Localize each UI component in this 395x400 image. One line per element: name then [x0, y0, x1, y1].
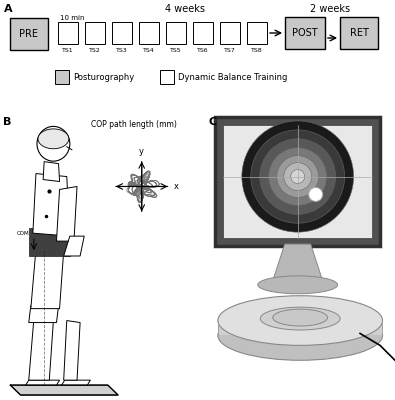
Ellipse shape: [37, 126, 70, 161]
Ellipse shape: [218, 311, 382, 360]
Circle shape: [269, 148, 327, 205]
Polygon shape: [31, 249, 64, 309]
Circle shape: [260, 139, 336, 214]
Polygon shape: [64, 320, 80, 380]
Ellipse shape: [260, 307, 340, 330]
FancyBboxPatch shape: [340, 17, 378, 49]
Text: C: C: [209, 117, 216, 127]
Text: PRE: PRE: [19, 29, 38, 39]
Text: TS2: TS2: [89, 48, 101, 53]
Polygon shape: [29, 306, 58, 322]
Text: y: y: [139, 147, 144, 156]
Text: TS3: TS3: [116, 48, 128, 53]
Text: TS7: TS7: [224, 48, 236, 53]
FancyBboxPatch shape: [220, 22, 240, 44]
FancyBboxPatch shape: [166, 22, 186, 44]
Text: B: B: [3, 117, 11, 127]
Text: TS4: TS4: [143, 48, 155, 53]
Circle shape: [242, 121, 354, 232]
Ellipse shape: [218, 296, 382, 345]
FancyBboxPatch shape: [215, 117, 380, 246]
Text: A: A: [4, 4, 13, 14]
Polygon shape: [29, 318, 53, 380]
FancyBboxPatch shape: [160, 70, 174, 84]
Polygon shape: [218, 324, 382, 336]
Text: POST: POST: [292, 28, 318, 38]
Polygon shape: [43, 162, 60, 182]
Polygon shape: [62, 380, 90, 385]
Circle shape: [291, 170, 305, 184]
FancyBboxPatch shape: [10, 18, 48, 50]
Circle shape: [308, 188, 323, 201]
FancyBboxPatch shape: [85, 22, 105, 44]
Ellipse shape: [258, 276, 338, 294]
Circle shape: [284, 163, 312, 190]
Polygon shape: [10, 385, 118, 395]
Text: COM: COM: [16, 231, 29, 236]
Polygon shape: [26, 380, 60, 385]
Polygon shape: [273, 244, 323, 281]
FancyBboxPatch shape: [247, 22, 267, 44]
FancyBboxPatch shape: [112, 22, 132, 44]
Circle shape: [277, 156, 319, 198]
Text: 10 min: 10 min: [60, 15, 85, 21]
Text: RET: RET: [350, 28, 369, 38]
Text: TS1: TS1: [62, 48, 74, 53]
Text: 2 weeks: 2 weeks: [310, 4, 350, 14]
FancyBboxPatch shape: [139, 22, 159, 44]
Text: x: x: [173, 182, 179, 191]
FancyBboxPatch shape: [285, 17, 325, 49]
Ellipse shape: [273, 309, 327, 326]
Text: 4 weeks: 4 weeks: [165, 4, 205, 14]
Text: TS5: TS5: [170, 48, 182, 53]
Polygon shape: [33, 174, 70, 236]
FancyBboxPatch shape: [223, 125, 372, 238]
FancyBboxPatch shape: [29, 228, 70, 256]
Text: Dynamic Balance Training: Dynamic Balance Training: [178, 72, 288, 82]
Polygon shape: [56, 186, 77, 241]
Text: TS8: TS8: [251, 48, 263, 53]
Circle shape: [251, 130, 344, 223]
Text: COP path length (mm): COP path length (mm): [90, 120, 177, 129]
FancyBboxPatch shape: [58, 22, 78, 44]
FancyBboxPatch shape: [193, 22, 213, 44]
Text: TS6: TS6: [197, 48, 209, 53]
Text: Posturography: Posturography: [73, 72, 134, 82]
Polygon shape: [64, 236, 84, 256]
Ellipse shape: [38, 129, 69, 149]
FancyBboxPatch shape: [55, 70, 69, 84]
